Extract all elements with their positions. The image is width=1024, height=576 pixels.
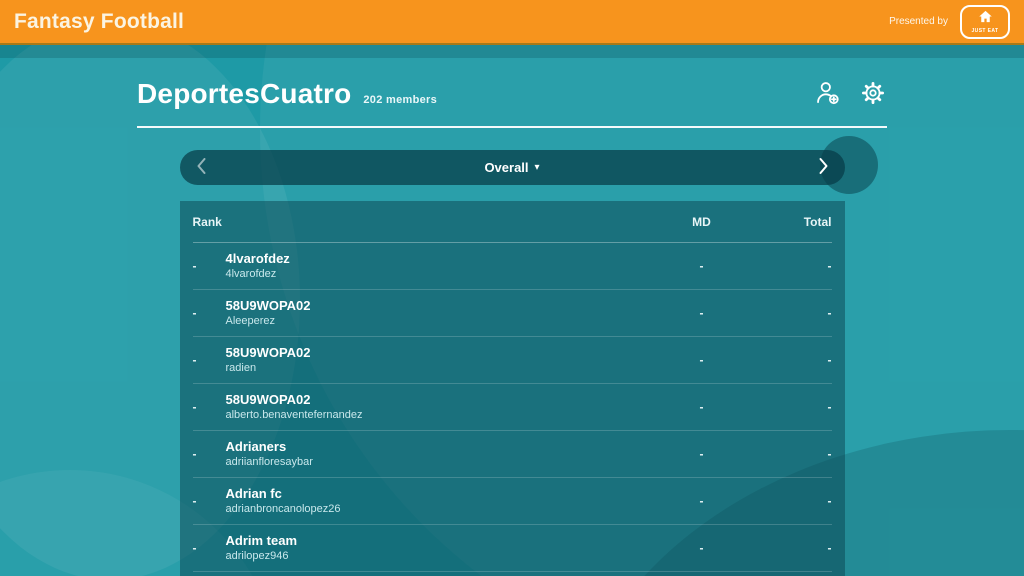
column-header-rank: Rank bbox=[192, 214, 222, 229]
title-underline bbox=[137, 126, 887, 128]
league-actions bbox=[814, 79, 887, 110]
total-value: - bbox=[827, 306, 832, 320]
overall-dropdown[interactable]: Overall ▾ bbox=[484, 160, 539, 175]
person-add-icon bbox=[814, 79, 841, 109]
standings-table: Rank MD Total - 4lvarofdez 4lvarofdez - … bbox=[179, 201, 845, 576]
league-members-count: 202 members bbox=[363, 94, 438, 106]
column-header-total: Total bbox=[803, 214, 832, 229]
md-value: - bbox=[699, 400, 704, 414]
team-cell: 58U9WOPA02 radien bbox=[226, 345, 667, 375]
presented-by-label: Presented by bbox=[889, 16, 948, 27]
app-title: Fantasy Football bbox=[14, 9, 185, 33]
league-name: DeportesCuatro bbox=[137, 78, 352, 109]
total-value: - bbox=[827, 541, 832, 555]
table-row[interactable]: - 58U9WOPA02 Aleeperez - - bbox=[192, 290, 832, 337]
table-row[interactable]: - 58U9WOPA02 alberto.benaventefernandez … bbox=[192, 384, 832, 431]
md-value: - bbox=[699, 259, 704, 273]
manager-name: radien bbox=[225, 362, 257, 375]
house-icon bbox=[978, 10, 993, 28]
add-member-button[interactable] bbox=[814, 79, 841, 109]
manager-name: adrilopez946 bbox=[225, 550, 289, 563]
team-name: Adrim team bbox=[225, 532, 298, 548]
total-value: - bbox=[827, 400, 832, 414]
table-row[interactable] bbox=[193, 572, 832, 576]
header-shadow bbox=[0, 45, 1024, 58]
team-cell: Adrianers adriianfloresaybar bbox=[226, 439, 667, 469]
team-name: Adrian fc bbox=[225, 485, 282, 501]
rank-value: - bbox=[192, 400, 197, 414]
settings-button[interactable] bbox=[859, 79, 887, 110]
chevron-right-icon bbox=[818, 157, 829, 178]
table-body: - 4lvarofdez 4lvarofdez - - - 58U9WOPA02… bbox=[192, 243, 832, 576]
total-value: - bbox=[827, 494, 832, 508]
app-header: Fantasy Football Presented by JUST EAT bbox=[0, 0, 1024, 45]
chevron-left-icon bbox=[196, 157, 207, 178]
team-name: 58U9WOPA02 bbox=[225, 391, 311, 407]
team-cell: Adrian fc adrianbroncanolopez26 bbox=[226, 486, 667, 516]
team-cell: 58U9WOPA02 alberto.benaventefernandez bbox=[226, 392, 667, 422]
selector-value: Overall bbox=[484, 160, 529, 175]
team-name: Adrianers bbox=[225, 438, 287, 454]
md-value: - bbox=[699, 494, 704, 508]
team-name: 58U9WOPA02 bbox=[225, 297, 311, 313]
table-header-row: Rank MD Total bbox=[192, 201, 832, 243]
md-value: - bbox=[699, 306, 704, 320]
league-title-group: DeportesCuatro 202 members bbox=[137, 78, 437, 110]
gear-icon bbox=[859, 79, 887, 110]
total-value: - bbox=[827, 353, 832, 367]
sponsor-logo[interactable]: JUST EAT bbox=[960, 4, 1010, 39]
prev-arrow-button[interactable] bbox=[190, 155, 213, 180]
manager-name: adrianbroncanolopez26 bbox=[225, 503, 341, 516]
league-page: DeportesCuatro 202 members bbox=[137, 72, 887, 576]
sponsor-name: JUST EAT bbox=[971, 27, 999, 34]
matchday-selector: Overall ▾ bbox=[179, 150, 845, 185]
md-value: - bbox=[699, 353, 704, 367]
next-arrow-button[interactable] bbox=[812, 155, 835, 180]
team-name: 58U9WOPA02 bbox=[225, 344, 311, 360]
manager-name: Aleeperez bbox=[225, 315, 276, 328]
rank-value: - bbox=[192, 541, 197, 555]
md-value: - bbox=[699, 541, 704, 555]
manager-name: 4lvarofdez bbox=[225, 268, 277, 281]
team-cell: Adrim team adrilopez946 bbox=[226, 533, 667, 563]
league-header: DeportesCuatro 202 members bbox=[137, 72, 887, 116]
table-row[interactable]: - Adrim team adrilopez946 - - bbox=[192, 525, 832, 572]
rank-value: - bbox=[192, 259, 197, 273]
team-cell: 4lvarofdez 4lvarofdez bbox=[226, 251, 667, 281]
total-value: - bbox=[827, 259, 832, 273]
table-row[interactable]: - Adrianers adriianfloresaybar - - bbox=[192, 431, 832, 478]
md-value: - bbox=[699, 447, 704, 461]
rank-value: - bbox=[192, 353, 197, 367]
table-row[interactable]: - Adrian fc adrianbroncanolopez26 - - bbox=[192, 478, 832, 525]
rank-value: - bbox=[192, 494, 197, 508]
caret-down-icon: ▾ bbox=[534, 161, 540, 173]
manager-name: adriianfloresaybar bbox=[225, 456, 313, 469]
table-row[interactable]: - 58U9WOPA02 radien - - bbox=[192, 337, 832, 384]
column-header-md: MD bbox=[692, 214, 711, 229]
manager-name: alberto.benaventefernandez bbox=[225, 409, 363, 422]
presented-by-block: Presented by JUST EAT bbox=[889, 4, 1010, 39]
team-name: 4lvarofdez bbox=[225, 250, 290, 266]
total-value: - bbox=[827, 447, 832, 461]
rank-value: - bbox=[192, 447, 197, 461]
table-row[interactable]: - 4lvarofdez 4lvarofdez - - bbox=[192, 243, 832, 290]
team-cell: 58U9WOPA02 Aleeperez bbox=[226, 298, 667, 328]
rank-value: - bbox=[192, 306, 197, 320]
